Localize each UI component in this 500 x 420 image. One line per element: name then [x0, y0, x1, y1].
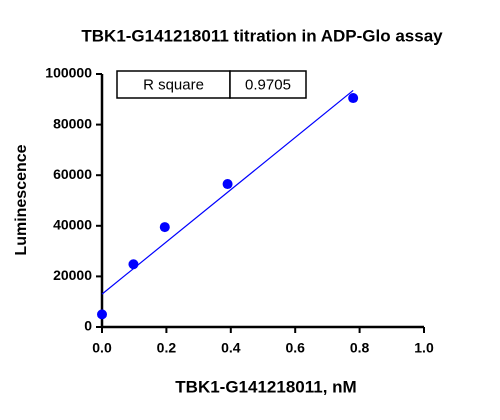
x-tick-label: 0.0: [92, 340, 112, 356]
x-axis-label: TBK1-G141218011, nM: [175, 377, 356, 396]
data-point: [128, 259, 139, 270]
x-tick-label: 0.8: [350, 340, 370, 356]
table-text: 0.9705: [245, 76, 291, 93]
y-tick-label: 20000: [53, 267, 92, 283]
x-tick-label: 0.6: [285, 340, 305, 356]
x-tick-label: 0.4: [221, 340, 241, 356]
y-tick-label: 60000: [53, 166, 92, 182]
y-tick-label: 0: [84, 318, 92, 334]
x-tick-label: 0.2: [157, 340, 177, 356]
table-text: R square: [143, 76, 204, 93]
data-point: [159, 222, 170, 233]
x-tick-label: 1.0: [414, 340, 434, 356]
data-point: [97, 309, 107, 320]
y-axis-label: Luminescence: [13, 144, 30, 255]
data-point: [222, 179, 233, 190]
y-tick-label: 80000: [53, 115, 92, 131]
y-tick-label: 100000: [45, 65, 92, 81]
y-tick-label: 40000: [53, 217, 92, 233]
chart-title: TBK1-G141218011 titration in ADP-Glo ass…: [81, 26, 443, 45]
fit-line: [101, 89, 354, 295]
table-cell: [229, 70, 307, 99]
data-point: [348, 93, 359, 104]
